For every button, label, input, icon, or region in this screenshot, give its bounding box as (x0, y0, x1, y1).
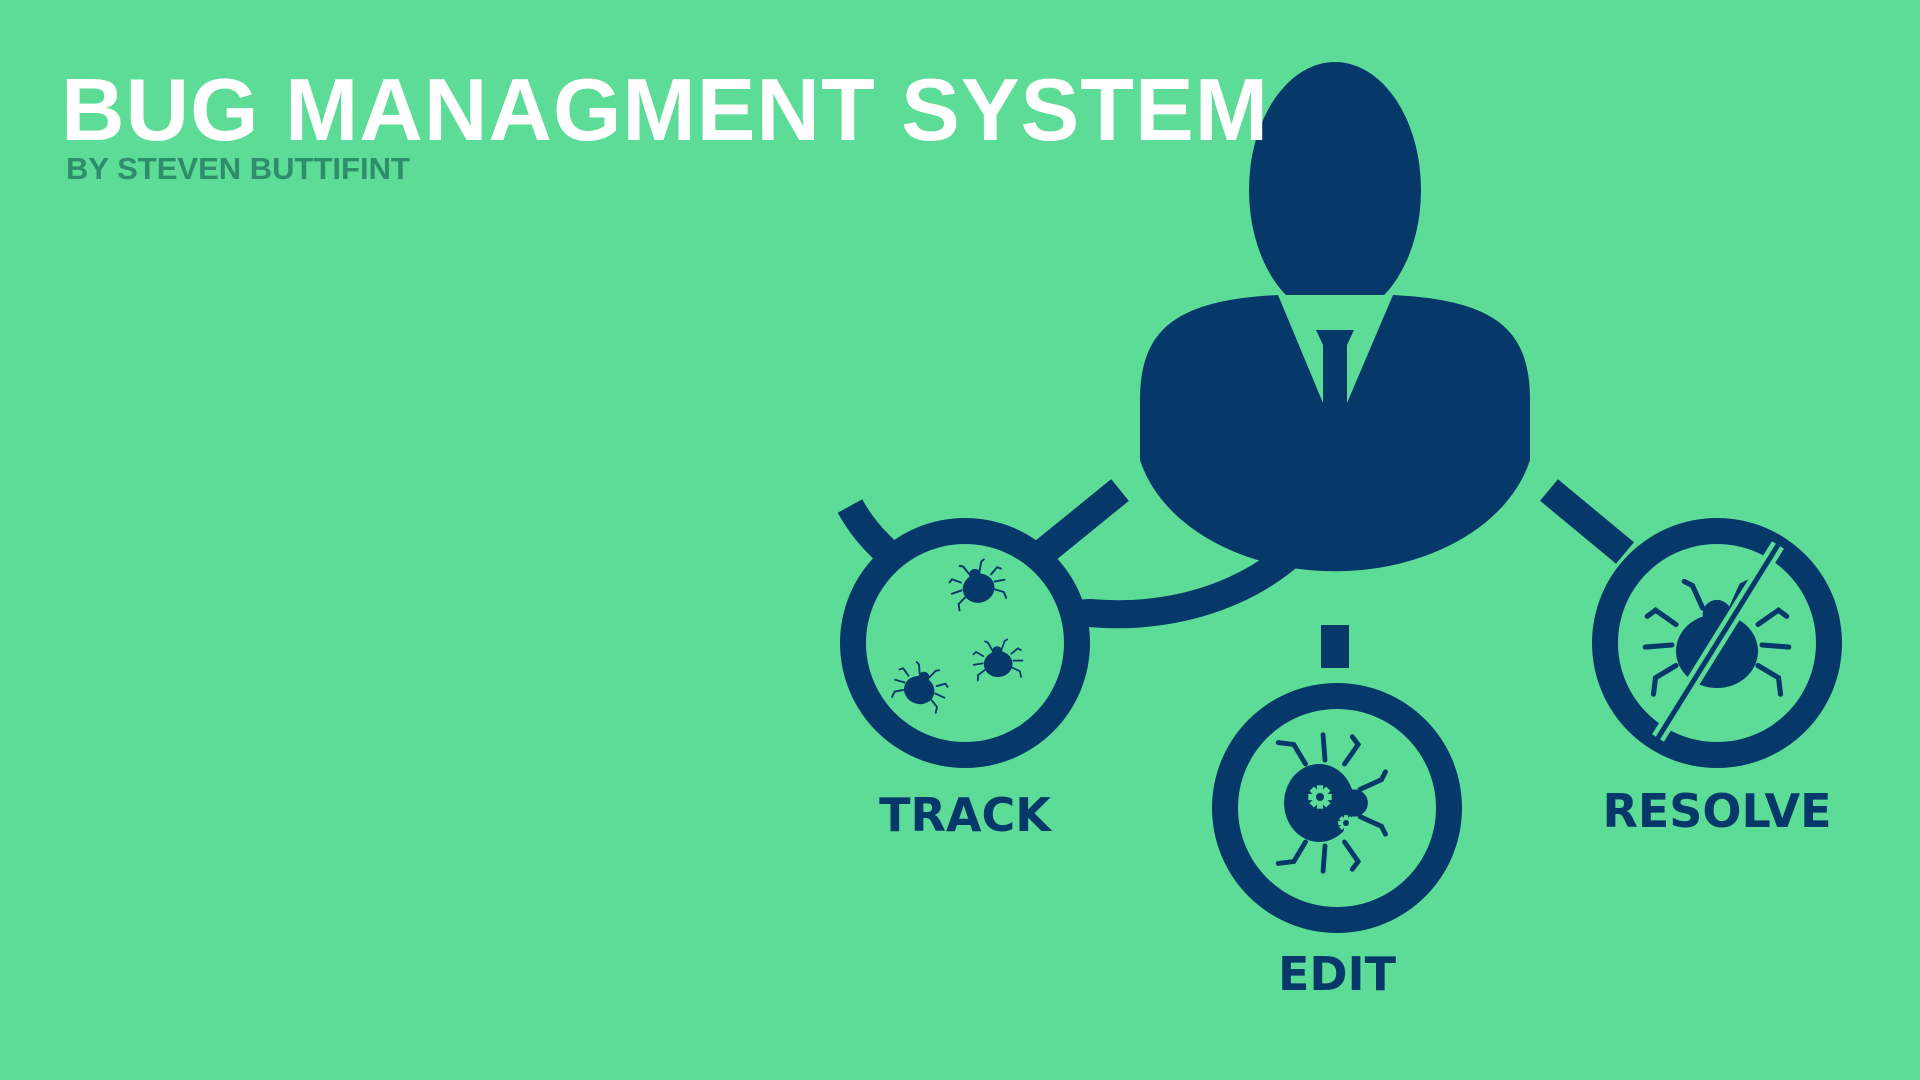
author-subtitle: BY STEVEN BUTTIFINT (66, 151, 410, 186)
edit-node (1212, 683, 1462, 933)
crossed-out-bug-icon (1645, 541, 1789, 742)
track-label: TRACK (879, 788, 1053, 842)
resolve-label: RESOLVE (1602, 784, 1831, 838)
bug-with-gears-icon (1278, 735, 1385, 872)
user-silhouette-icon (1140, 62, 1530, 572)
track-node (840, 518, 1090, 768)
edit-label: EDIT (1278, 947, 1397, 1001)
page-title: BUG MANAGMENT SYSTEM (61, 60, 1269, 159)
resolve-node (1592, 518, 1842, 768)
